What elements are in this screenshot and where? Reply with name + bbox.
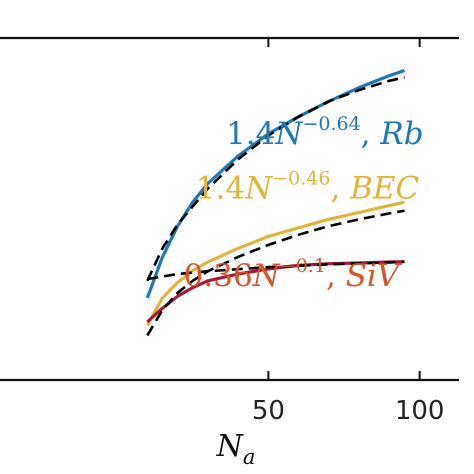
fit-annotation-1: 1.4N−0.46, BEC bbox=[196, 168, 420, 207]
x-axis: 50 100 bbox=[252, 38, 445, 426]
fit-line-4 bbox=[146, 209, 405, 337]
fit-line-3 bbox=[146, 76, 405, 282]
series-layer bbox=[145, 68, 406, 337]
fit-annotation-0: 1.4N−0.64, Rb bbox=[226, 113, 424, 152]
plot-area bbox=[0, 38, 459, 380]
annotation-layer: 1.4N−0.64, Rb 1.4N−0.46, BEC 0.36N−0.1, Si… bbox=[184, 113, 424, 294]
x-tick-label: 100 bbox=[395, 396, 445, 426]
series-line-2 bbox=[146, 260, 405, 324]
x-axis-label-subscript: a bbox=[243, 445, 256, 469]
x-tick-label: 50 bbox=[252, 396, 285, 426]
fit-line-5 bbox=[147, 260, 405, 281]
series-line-1 bbox=[145, 200, 405, 327]
x-axis-label-main: N bbox=[216, 429, 245, 464]
fit-annotation-2: 0.36N−0.1, SiV bbox=[184, 255, 403, 294]
series-line-0 bbox=[145, 68, 406, 299]
x-axis-label: Na bbox=[216, 429, 256, 469]
